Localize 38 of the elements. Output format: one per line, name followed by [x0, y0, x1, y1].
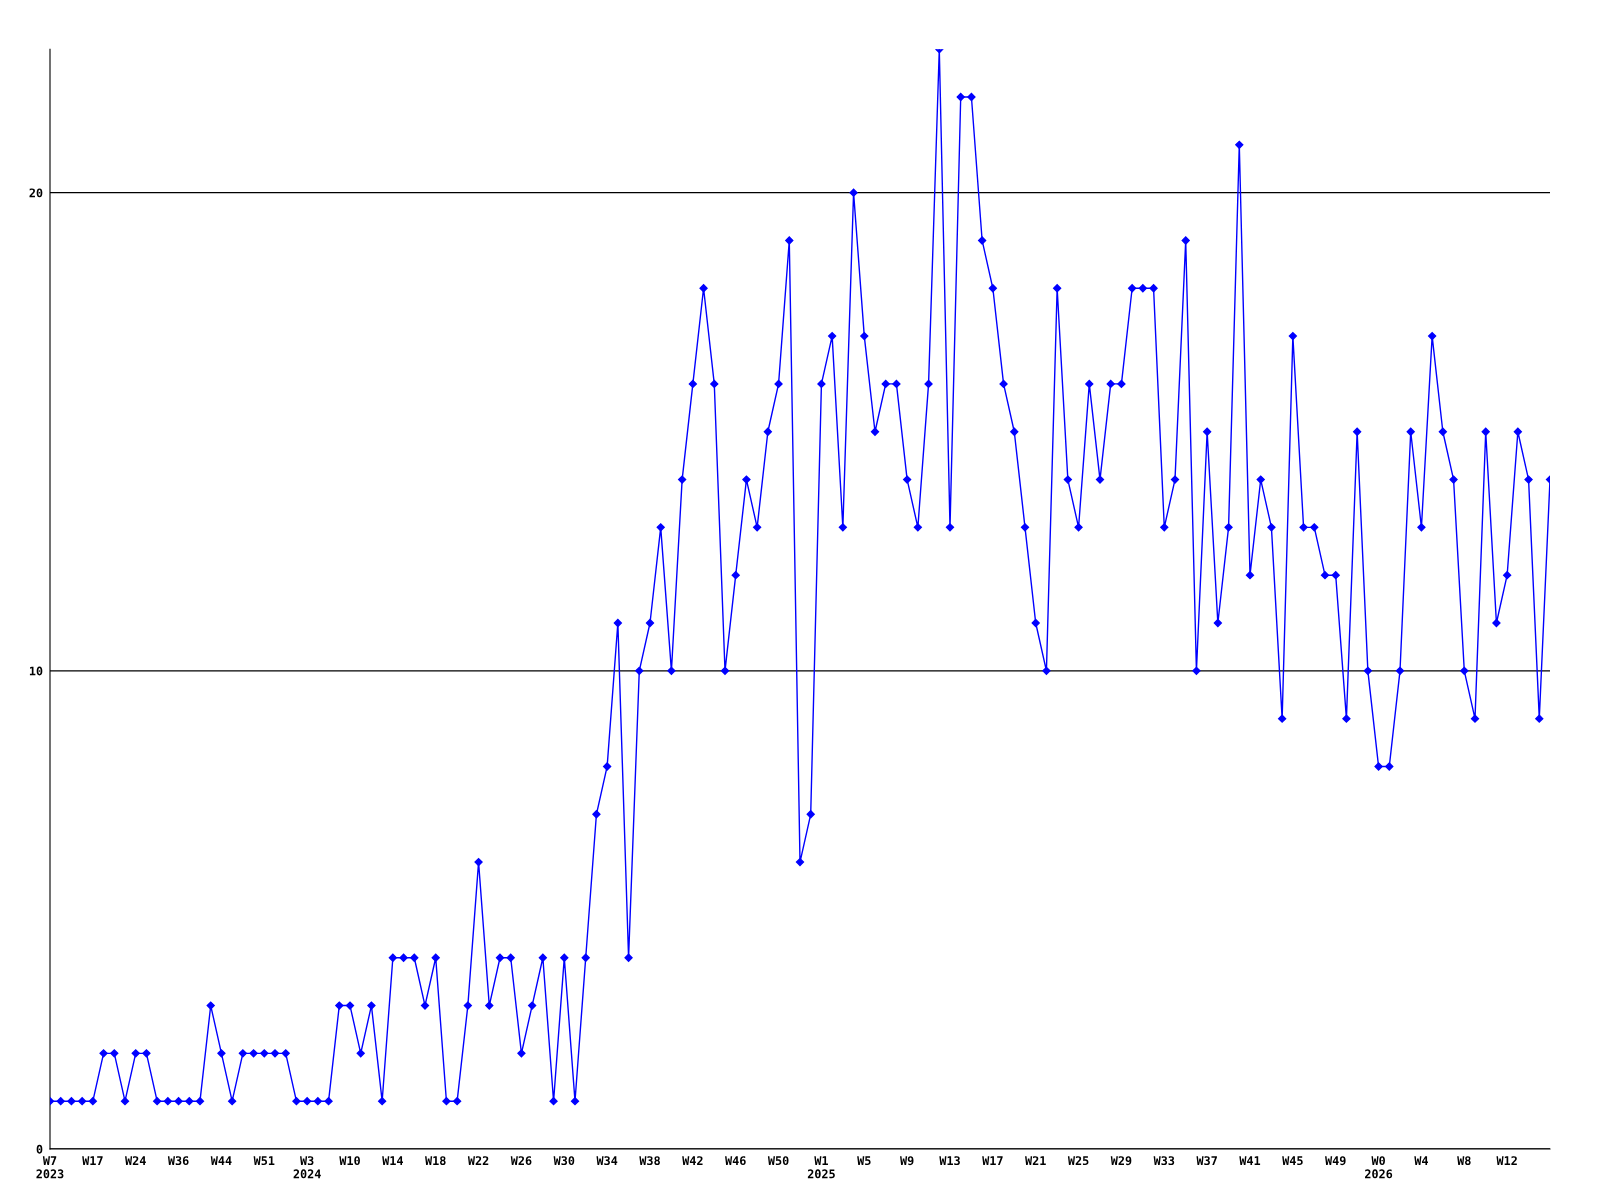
x-tick-label: W17 — [982, 1156, 1003, 1165]
x-tick-label: W8 — [1457, 1156, 1471, 1166]
x-tick-label: W9 — [900, 1156, 914, 1166]
x-tick-label: W37 — [1196, 1156, 1217, 1166]
x-tick-label: W24 — [125, 1156, 146, 1165]
x-tick-label: W21 — [1025, 1156, 1046, 1165]
x-tick-label: W38 — [639, 1156, 660, 1166]
x-tick-label: W45 — [1282, 1156, 1303, 1166]
x-tick-label: W3 2024 — [293, 1156, 321, 1179]
x-tick-label: W30 — [553, 1156, 575, 1166]
x-tick-label: W10 — [339, 1156, 360, 1166]
x-tick-label: W4 — [1414, 1156, 1429, 1165]
x-tick-label: W33 — [1153, 1156, 1175, 1166]
x-tick-label: W49 — [1325, 1156, 1346, 1166]
x-tick-label: W1 2025 — [807, 1156, 835, 1179]
x-tick-label: W51 — [253, 1156, 275, 1166]
x-tick-label: W29 — [1110, 1156, 1132, 1166]
x-tick-label: W13 — [939, 1156, 960, 1166]
y-tick-label: 10 — [29, 666, 43, 676]
x-tick-label: W46 — [725, 1156, 746, 1166]
x-tick-label: W17 — [82, 1156, 103, 1165]
x-tick-label: W36 — [167, 1156, 189, 1166]
x-tick-label: W12 — [1496, 1156, 1517, 1165]
y-tick-label: 20 — [29, 188, 43, 198]
x-tick-label: W25 — [1067, 1156, 1089, 1166]
x-tick-label: W26 — [510, 1156, 532, 1166]
x-tick-label: W42 — [682, 1156, 703, 1165]
x-tick-label: W7 2023 — [36, 1156, 64, 1179]
y-tick-label: 0 — [36, 1144, 43, 1154]
x-tick-label: W50 — [767, 1156, 789, 1166]
x-tick-label: W14 — [382, 1156, 403, 1165]
x-tick-label: W5 — [857, 1156, 871, 1166]
x-tick-label: W0 2026 — [1365, 1156, 1393, 1179]
x-tick-label: W22 — [467, 1156, 489, 1165]
x-tick-label: W18 — [425, 1156, 446, 1166]
x-tick-label: W41 — [1239, 1156, 1261, 1165]
x-tick-label: W44 — [210, 1156, 232, 1165]
x-tick-label: W34 — [596, 1156, 618, 1166]
